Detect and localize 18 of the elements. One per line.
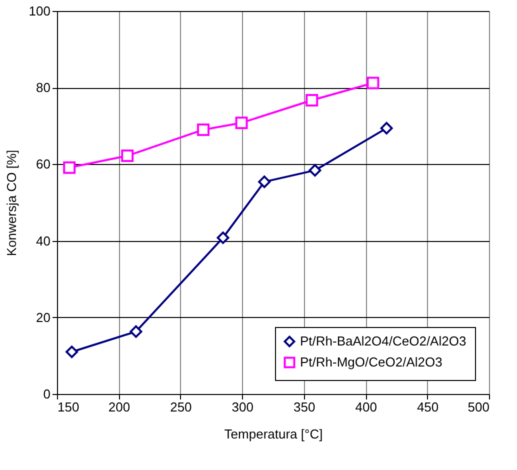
x-tick-label: 200 <box>108 400 130 414</box>
x-tick-label: 150 <box>58 400 80 414</box>
x-axis-title: Temperatura [°C] <box>224 426 323 442</box>
y-tick-label: 100 <box>28 4 50 18</box>
y-tick-label: 60 <box>36 156 50 172</box>
y-tick-label: 20 <box>36 310 50 325</box>
x-tick-label: 250 <box>170 400 192 414</box>
x-tick-label: 450 <box>416 400 439 414</box>
x-tick-label: 500 <box>468 400 490 414</box>
legend-label: Pt/Rh-BaAl2O4/CeO2/Al2O3 <box>300 334 466 348</box>
x-tick-label: 350 <box>294 400 316 414</box>
y-tick-label: 80 <box>36 80 50 96</box>
x-tick-label: 300 <box>232 400 254 414</box>
x-tick-label: 400 <box>355 400 377 414</box>
y-axis-title: Konwersja CO [%] <box>4 150 19 256</box>
legend-label: Pt/Rh-MgO/CeO2/Al2O3 <box>300 354 442 370</box>
y-tick-label: 0 <box>43 386 50 402</box>
y-tick-label: 40 <box>36 233 50 248</box>
